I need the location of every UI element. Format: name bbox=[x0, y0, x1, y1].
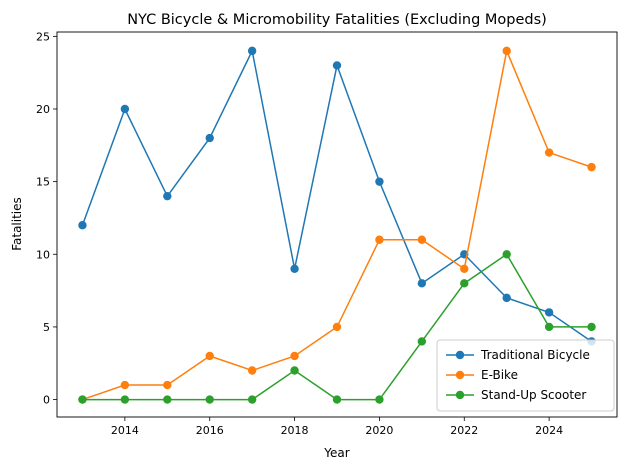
legend-label: Stand-Up Scooter bbox=[481, 388, 586, 402]
legend-label: E-Bike bbox=[481, 368, 518, 382]
data-point bbox=[502, 293, 511, 303]
data-point bbox=[163, 191, 172, 201]
y-tick-label: 10 bbox=[36, 248, 50, 261]
series-stand-up-scooter bbox=[78, 250, 596, 404]
data-point bbox=[544, 308, 554, 317]
data-point bbox=[460, 279, 469, 288]
data-point bbox=[502, 250, 511, 259]
y-tick-label: 5 bbox=[43, 321, 50, 334]
data-point bbox=[205, 395, 214, 404]
y-tick-label: 15 bbox=[36, 176, 50, 189]
y-tick-label: 25 bbox=[36, 30, 50, 43]
data-point bbox=[587, 322, 596, 332]
legend-entry: E-Bike bbox=[446, 368, 518, 382]
data-point bbox=[247, 46, 257, 56]
data-point bbox=[78, 395, 87, 404]
data-point bbox=[290, 366, 299, 375]
legend-box bbox=[436, 339, 615, 412]
data-point bbox=[290, 264, 299, 274]
data-point bbox=[205, 351, 214, 361]
data-point bbox=[163, 395, 172, 404]
data-point bbox=[544, 322, 554, 332]
data-point bbox=[163, 380, 172, 390]
data-point bbox=[375, 235, 384, 244]
legend-marker bbox=[455, 370, 465, 380]
x-tick-label: 2024 bbox=[535, 424, 563, 437]
data-point bbox=[460, 264, 469, 274]
legend-entry: Traditional Bicycle bbox=[446, 348, 590, 362]
data-point bbox=[247, 366, 257, 375]
data-point bbox=[120, 380, 130, 390]
data-point bbox=[205, 133, 214, 143]
legend: Traditional Bicycle E-Bike Stand-Up Scoote… bbox=[436, 339, 615, 412]
legend-marker bbox=[455, 390, 465, 400]
data-point bbox=[332, 395, 342, 404]
x-tick-label: 2014 bbox=[111, 424, 139, 437]
data-point bbox=[247, 395, 257, 404]
x-tick-label: 2020 bbox=[365, 424, 393, 437]
data-point bbox=[332, 61, 342, 70]
plot-frame bbox=[56, 31, 618, 418]
x-tick-label: 2018 bbox=[281, 424, 309, 437]
legend-entry: Stand-Up Scooter bbox=[446, 388, 586, 402]
chart-title: NYC Bicycle & Micromobility Fatalities (… bbox=[127, 12, 547, 28]
data-point bbox=[587, 162, 596, 172]
data-point bbox=[417, 235, 427, 244]
data-point bbox=[502, 46, 511, 56]
data-point bbox=[417, 279, 427, 288]
x-axis-label: Year bbox=[323, 446, 349, 460]
plot-area bbox=[78, 46, 596, 404]
data-point bbox=[120, 395, 130, 404]
data-point bbox=[544, 148, 554, 157]
x-tick-label: 2022 bbox=[450, 424, 478, 437]
data-point bbox=[375, 177, 384, 186]
series-traditional-bicycle bbox=[78, 46, 596, 346]
series-line bbox=[81, 48, 592, 343]
data-point bbox=[78, 221, 87, 230]
y-tick-label: 0 bbox=[43, 394, 50, 407]
y-axis-label: Fatalities bbox=[10, 197, 24, 251]
data-point bbox=[417, 337, 427, 346]
data-point bbox=[290, 351, 299, 361]
legend-label: Traditional Bicycle bbox=[480, 348, 590, 362]
y-tick-label: 20 bbox=[36, 103, 50, 116]
data-point bbox=[332, 322, 342, 332]
data-point bbox=[120, 104, 130, 114]
x-tick-label: 2016 bbox=[196, 424, 224, 437]
legend-marker bbox=[455, 350, 465, 360]
data-point bbox=[375, 395, 384, 404]
